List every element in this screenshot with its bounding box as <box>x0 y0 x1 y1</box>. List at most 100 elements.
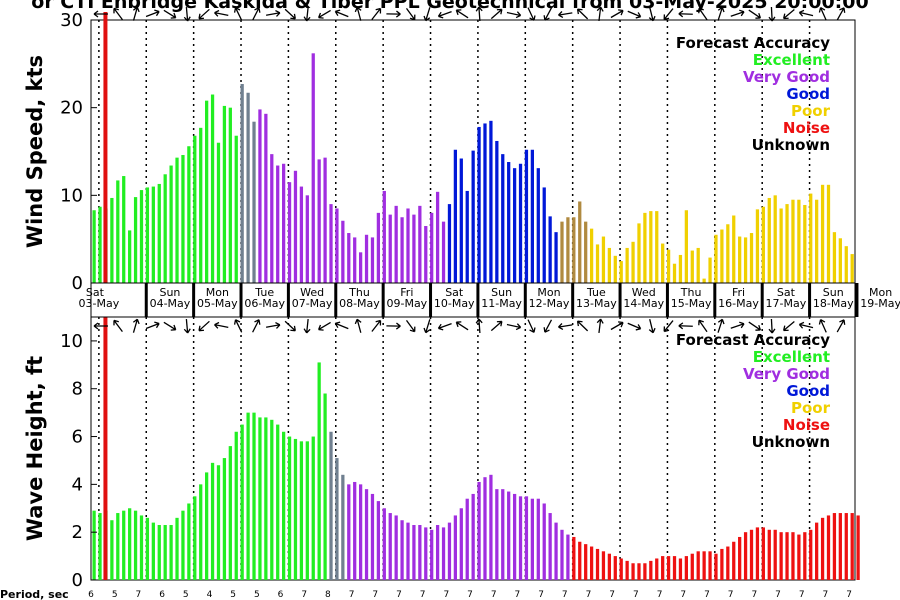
bar <box>714 234 718 283</box>
legend-entry: Unknown <box>752 136 830 154</box>
bar <box>803 204 807 283</box>
period-value: 5 <box>183 590 189 600</box>
period-value: 7 <box>633 590 639 600</box>
direction-arrow-icon <box>717 6 725 21</box>
bar <box>702 551 706 580</box>
period-value: 7 <box>396 590 402 600</box>
bar <box>376 501 381 580</box>
day-of-week-label: Sun <box>823 286 844 299</box>
direction-arrow-icon <box>836 319 846 333</box>
direction-arrow-icon <box>183 318 191 334</box>
day-of-week-label: Thu <box>680 286 702 299</box>
bar <box>732 541 736 580</box>
day-of-week-label: Thu <box>348 286 370 299</box>
direction-arrow-icon <box>475 318 483 334</box>
direction-arrow-icon <box>214 321 229 329</box>
direction-arrow-icon <box>252 7 261 21</box>
bar <box>548 216 552 283</box>
period-value: 7 <box>609 590 615 600</box>
bar <box>678 558 683 580</box>
period-value: 6 <box>278 590 284 600</box>
bar <box>613 556 617 580</box>
direction-arrow-icon <box>678 322 693 330</box>
bar <box>720 229 724 283</box>
period-value: 7 <box>799 590 805 600</box>
direction-arrow-icon <box>663 8 674 21</box>
bar <box>850 513 854 580</box>
bar <box>382 508 386 580</box>
y-axis-label: Wind Speed, kts <box>23 55 47 248</box>
bar <box>844 513 848 580</box>
direction-arrow-icon <box>386 322 401 330</box>
direction-arrow-icon <box>506 323 522 331</box>
bar <box>761 527 765 580</box>
bar <box>838 238 842 283</box>
period-value: 4 <box>207 590 213 600</box>
bar <box>282 163 286 283</box>
legend-title: Forecast Accuracy <box>676 34 830 52</box>
date-label: 11-May <box>481 297 522 310</box>
bar <box>702 278 706 283</box>
bar <box>483 477 487 580</box>
period-axis-label: Period, sec <box>0 588 69 600</box>
bar <box>418 205 422 283</box>
day-strip <box>90 282 856 318</box>
y-tick-label: 0 <box>72 273 83 294</box>
bar <box>181 155 185 283</box>
bar <box>299 441 304 580</box>
direction-arrow-icon <box>730 321 745 329</box>
bar <box>524 149 529 283</box>
direction-arrow-icon <box>371 7 382 20</box>
day-of-week-label: Wed <box>300 286 324 299</box>
bar <box>98 513 102 580</box>
direction-arrow-icon <box>610 321 624 331</box>
bar <box>791 199 795 283</box>
bar <box>773 195 777 283</box>
period-value: 7 <box>586 590 592 600</box>
bar <box>205 472 209 580</box>
bar <box>92 510 96 580</box>
bar <box>216 465 221 580</box>
bar <box>572 536 576 580</box>
direction-arrow-icon <box>214 9 229 17</box>
direction-arrow-icon <box>596 6 604 22</box>
bar <box>495 140 499 283</box>
bar <box>145 187 150 283</box>
bar <box>110 520 114 580</box>
direction-arrow-icon <box>437 10 452 19</box>
bar <box>199 127 203 283</box>
bar <box>732 215 736 283</box>
bar <box>631 241 635 283</box>
direction-arrow-icon <box>132 6 140 21</box>
bar <box>270 419 274 580</box>
bar <box>276 165 280 283</box>
direction-arrow-icon <box>698 319 708 333</box>
legend-entry: Excellent <box>753 348 830 366</box>
date-label: 15-May <box>671 297 712 310</box>
direction-arrow-icon <box>93 10 108 18</box>
direction-arrow-icon <box>558 323 573 331</box>
direction-arrow-icon <box>317 9 331 19</box>
bar <box>388 513 392 580</box>
bar <box>276 424 280 580</box>
direction-arrow-icon <box>113 7 123 20</box>
period-value: 7 <box>136 590 142 600</box>
legend-title: Forecast Accuracy <box>676 331 830 349</box>
bar <box>477 481 481 580</box>
direction-arrow-icon <box>386 10 401 18</box>
bar <box>353 481 357 580</box>
period-value: 7 <box>775 590 781 600</box>
bar <box>512 168 517 283</box>
bar <box>128 508 132 580</box>
day-of-week-label: Sat <box>777 286 796 299</box>
day-of-week-label: Sun <box>159 286 180 299</box>
bar <box>181 510 185 580</box>
now-marker <box>103 309 108 580</box>
day-of-week-label: Tue <box>586 286 606 299</box>
bar <box>122 176 126 283</box>
bar <box>607 247 611 283</box>
bar <box>358 484 363 580</box>
bar <box>193 496 197 580</box>
bar <box>720 548 724 580</box>
direction-arrow-icon <box>145 9 160 18</box>
